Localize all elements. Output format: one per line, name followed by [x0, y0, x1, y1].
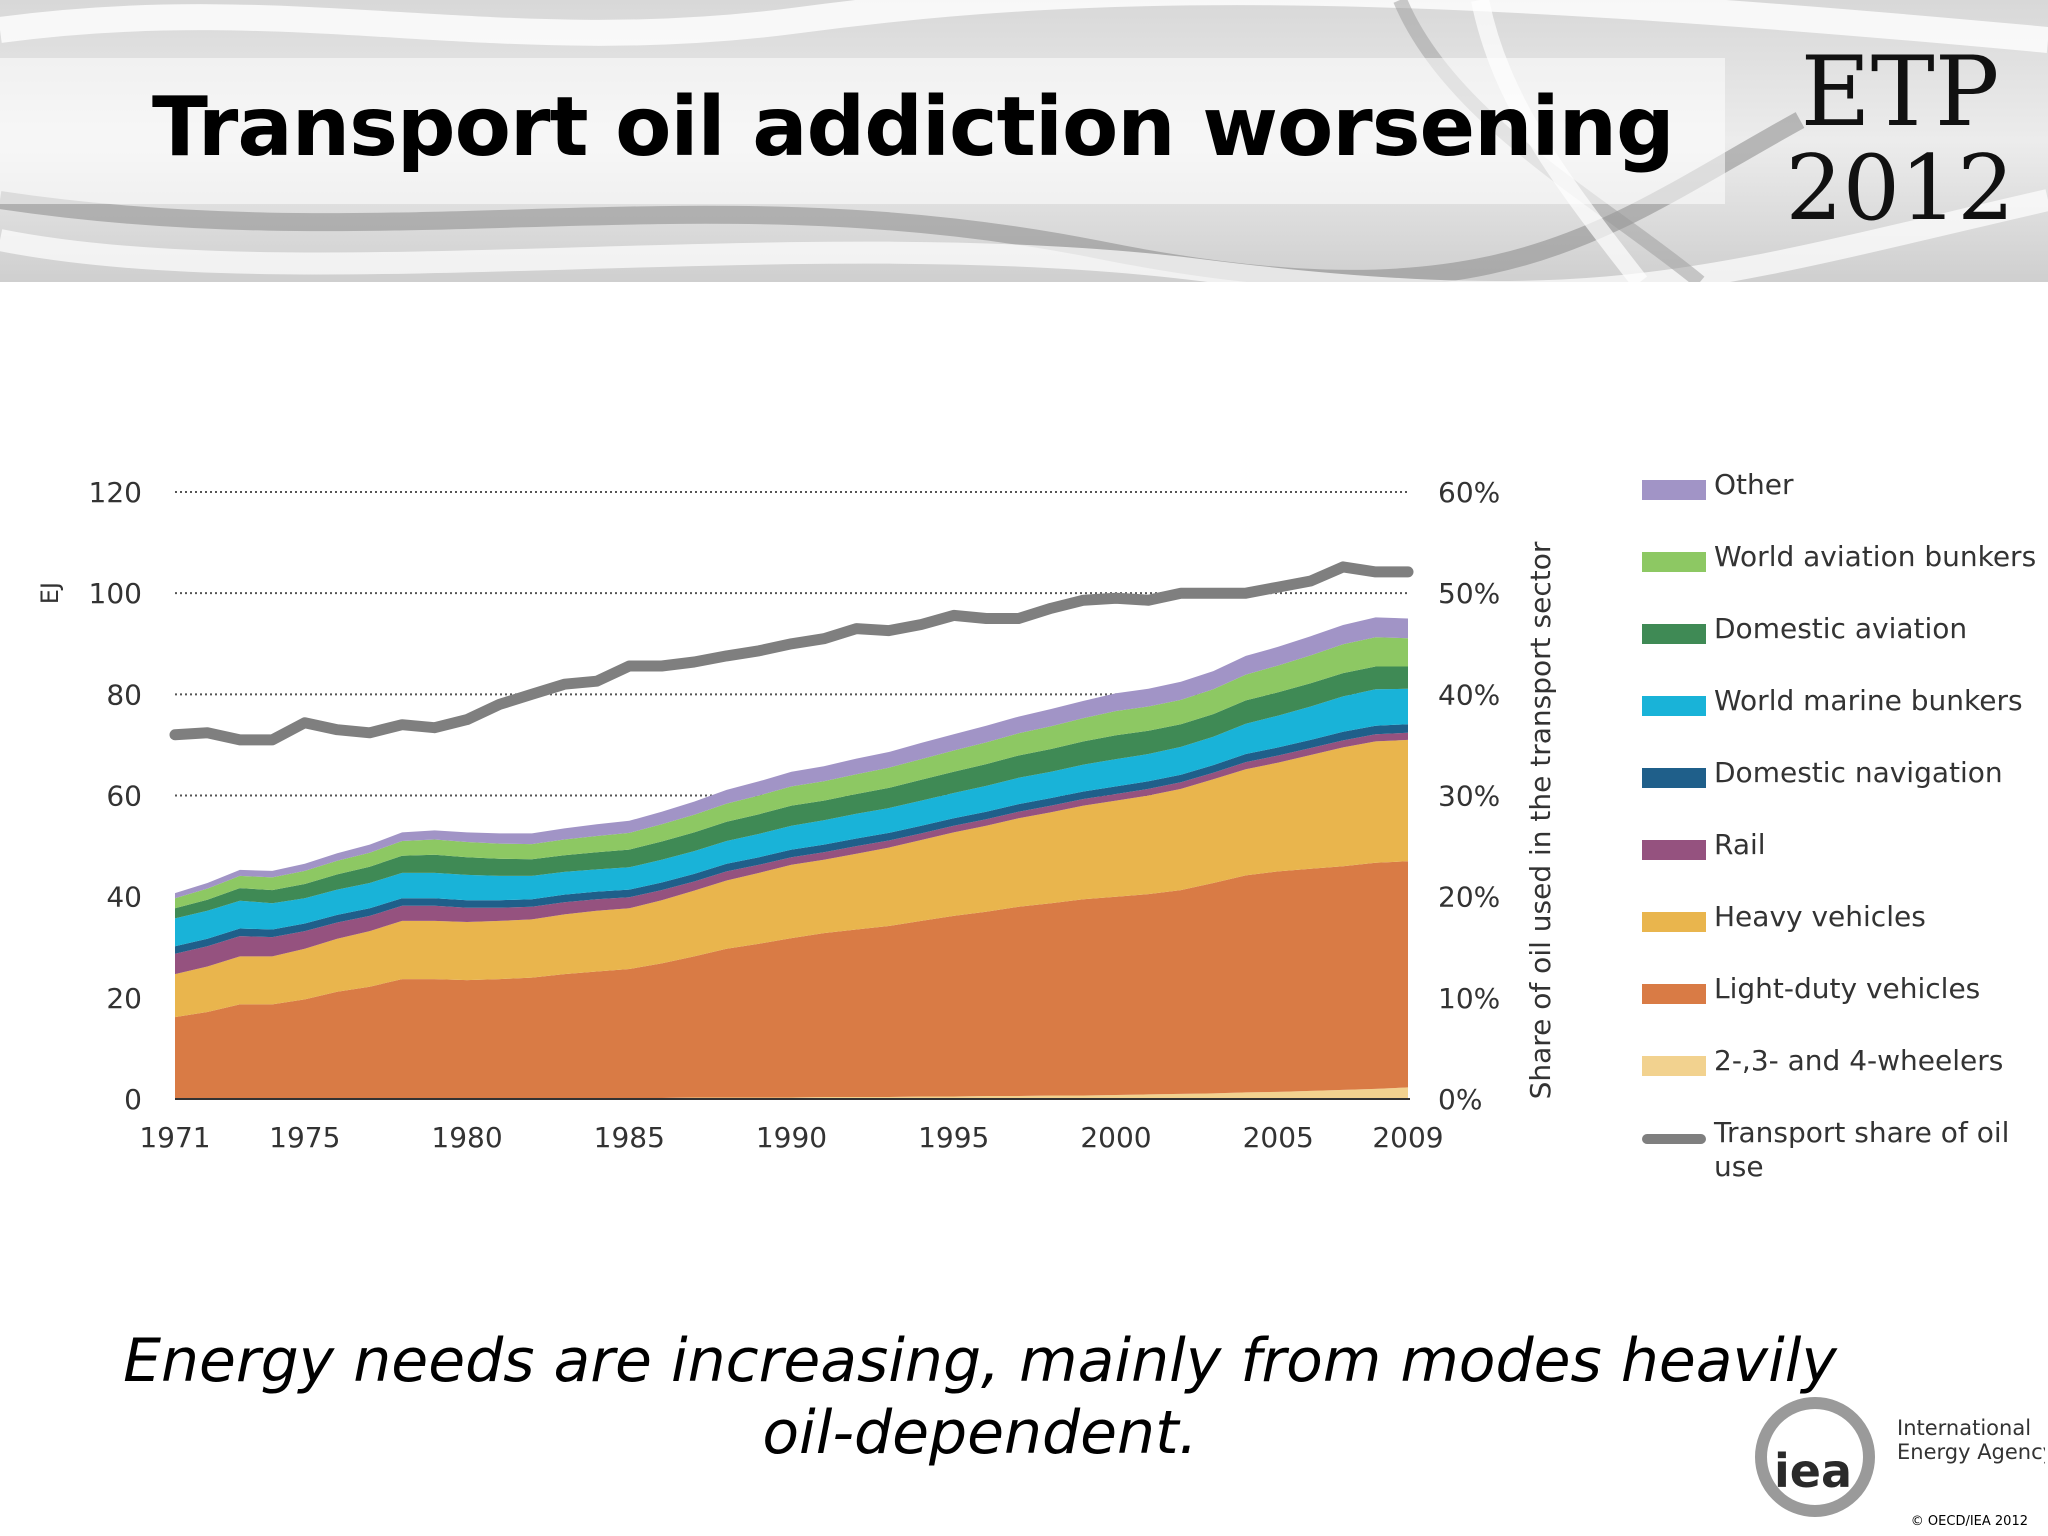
x-tick-label: 1985 — [594, 1121, 665, 1154]
x-tick-label: 1971 — [139, 1121, 210, 1154]
chart-area: 1971 1975 1980 1985 1990 1995 2000 2005 2009 0 20… — [36, 476, 1557, 1154]
legend-item-world-marine-bunkers: World marine bunkers — [1640, 684, 2040, 756]
x-tick-label: 1995 — [918, 1121, 989, 1154]
y2-tick-label: 40% — [1438, 678, 1500, 711]
etp-badge: ETP 2012 — [1785, 44, 2015, 234]
y-tick-label: 40 — [106, 881, 142, 914]
slide-caption: Energy needs are increasing, mainly from… — [100, 1325, 1860, 1469]
legend-swatch — [1642, 624, 1706, 644]
stacked-areas — [175, 617, 1408, 1099]
etp-badge-line1: ETP — [1800, 36, 2000, 148]
legend-swatch — [1642, 768, 1706, 788]
caption-line-2: oil-dependent. — [762, 1398, 1198, 1468]
area-series-rail — [175, 732, 1408, 975]
area-series-other — [175, 617, 1408, 899]
area-series-world-aviation-bunkers — [175, 637, 1408, 909]
y-tick-label: 120 — [89, 476, 142, 509]
y2-tick-label: 10% — [1438, 982, 1500, 1015]
copyright-notice: © OECD/IEA 2012 — [1910, 1514, 2028, 1529]
legend-item-domestic-navigation: Domestic navigation — [1640, 756, 2040, 828]
legend-item-world-aviation-bunkers: World aviation bunkers — [1640, 540, 2040, 612]
area-series-domestic-navigation — [175, 724, 1408, 954]
transport-share-line — [169, 561, 1414, 746]
legend-label: World aviation bunkers — [1714, 540, 2037, 573]
share-line-layer — [169, 561, 1414, 746]
legend-label: Rail — [1714, 828, 1766, 861]
y-tick-label: 100 — [89, 577, 142, 610]
legend-label: Domestic navigation — [1714, 756, 2003, 789]
y-tick-label: 60 — [106, 780, 142, 813]
area-series-heavy-vehicles — [175, 739, 1408, 1018]
y2-tick-label: 0% — [1438, 1083, 1482, 1116]
title-band — [0, 58, 1725, 204]
legend-item-domestic-aviation: Domestic aviation — [1640, 612, 2040, 684]
y2-tick-label: 50% — [1438, 577, 1500, 610]
x-tick-label: 2009 — [1372, 1121, 1443, 1154]
slide-title: Transport oil addiction worsening — [152, 80, 1675, 175]
y-axis-label: EJ — [36, 582, 64, 604]
legend-swatch — [1642, 480, 1706, 500]
y-tick-label: 0 — [124, 1083, 142, 1116]
legend-item-2-3-and-4-wheelers: 2-,3- and 4-wheelers — [1640, 1044, 2040, 1116]
y2-tick-label: 60% — [1438, 476, 1500, 509]
chart-legend: Other World aviation bunkers Domestic avia… — [1640, 468, 2040, 1188]
y2-tick-label: 20% — [1438, 881, 1500, 914]
iea-logo: iea International Energy Agency — [1755, 1397, 2045, 1517]
x-axis-ticks: 1971 1975 1980 1985 1990 1995 2000 2005 2009 — [139, 1121, 1443, 1154]
legend-item-other: Other — [1640, 468, 2040, 540]
legend-item-heavy-vehicles: Heavy vehicles — [1640, 900, 2040, 972]
x-tick-label: 1975 — [269, 1121, 340, 1154]
legend-swatch — [1642, 984, 1706, 1004]
legend-swatch — [1642, 1134, 1706, 1144]
legend-label: 2-,3- and 4-wheelers — [1714, 1044, 2004, 1077]
legend-swatch — [1642, 552, 1706, 572]
y2-axis-label: Share of oil used in the transport secto… — [1524, 541, 1557, 1099]
area-series-world-marine-bunkers — [175, 688, 1408, 947]
legend-label: Domestic aviation — [1714, 612, 1968, 645]
etp-badge-line2: 2012 — [1785, 136, 2015, 241]
x-tick-label: 2000 — [1080, 1121, 1151, 1154]
legend-item-light-duty-vehicles: Light-duty vehicles — [1640, 972, 2040, 1044]
x-tick-label: 1980 — [431, 1121, 502, 1154]
y2-tick-label: 30% — [1438, 780, 1500, 813]
area-series-light-duty-vehicles — [175, 861, 1408, 1098]
iea-logo-mark: iea — [1774, 1444, 1852, 1498]
area-series-domestic-aviation — [175, 666, 1408, 919]
legend-label: Transport share of oil use — [1714, 1116, 2010, 1183]
x-tick-label: 2005 — [1243, 1121, 1314, 1154]
y-tick-label: 80 — [106, 678, 142, 711]
iea-logo-line1: International — [1897, 1416, 2031, 1440]
y2-axis-ticks: 0% 10% 20% 30% 40% 50% 60% — [1438, 476, 1500, 1116]
legend-item-transport-share-of-oil-use: Transport share of oil use — [1640, 1116, 2040, 1188]
caption-line-1: Energy needs are increasing, mainly from… — [123, 1326, 1837, 1396]
x-tick-label: 1990 — [756, 1121, 827, 1154]
legend-swatch — [1642, 840, 1706, 860]
iea-logo-line2: Energy Agency — [1897, 1440, 2045, 1464]
legend-label: Light-duty vehicles — [1714, 972, 1981, 1005]
legend-item-rail: Rail — [1640, 828, 2040, 900]
legend-label: Heavy vehicles — [1714, 900, 1926, 933]
legend-label: World marine bunkers — [1714, 684, 2023, 717]
y-axis-ticks: 0 20 40 60 80 100 120 — [89, 476, 142, 1116]
legend-swatch — [1642, 1056, 1706, 1076]
legend-swatch — [1642, 912, 1706, 932]
area-series-2-3-and-4-wheelers — [175, 1087, 1408, 1099]
header-banner: Transport oil addiction worsening ETP 20… — [0, 0, 2048, 282]
y-tick-label: 20 — [106, 982, 142, 1015]
legend-label: Other — [1714, 468, 1794, 501]
legend-swatch — [1642, 696, 1706, 716]
iea-logo-ring — [1755, 1397, 1875, 1517]
